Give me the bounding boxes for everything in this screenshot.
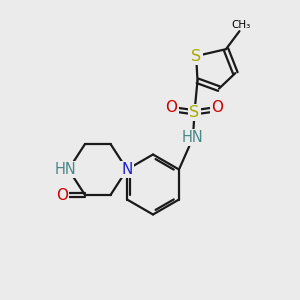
- Text: HN: HN: [55, 162, 76, 177]
- Text: CH₃: CH₃: [231, 20, 250, 30]
- Text: N: N: [121, 162, 133, 177]
- Text: O: O: [165, 100, 177, 115]
- Text: O: O: [212, 100, 224, 115]
- Text: S: S: [189, 105, 200, 120]
- Text: O: O: [56, 188, 68, 202]
- Text: HN: HN: [182, 130, 204, 145]
- Text: S: S: [191, 49, 201, 64]
